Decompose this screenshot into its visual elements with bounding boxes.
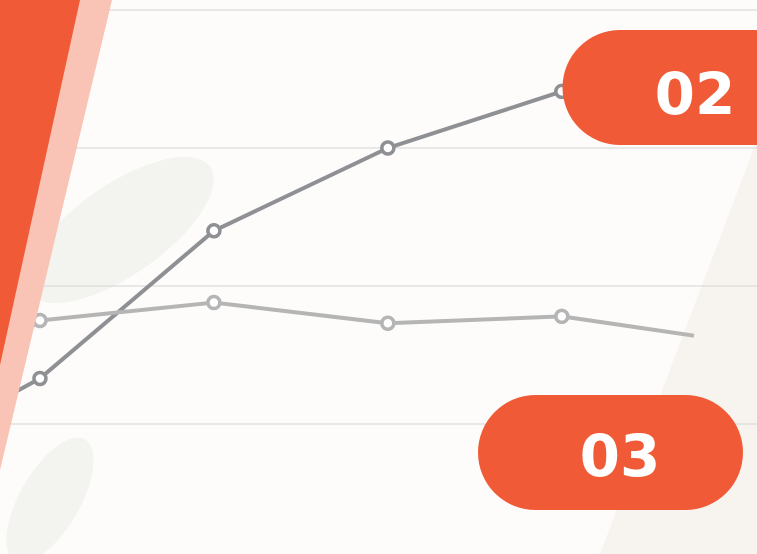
data-point xyxy=(556,310,568,322)
data-point xyxy=(208,297,220,309)
badge: 03 xyxy=(478,395,743,510)
badge-label: 02 xyxy=(655,60,736,128)
data-point xyxy=(382,317,394,329)
chart: 02 03 xyxy=(0,0,757,554)
data-point xyxy=(34,372,46,384)
data-point xyxy=(208,225,220,237)
slide: 02 03 xyxy=(0,0,757,554)
data-point xyxy=(382,142,394,154)
badge-label: 03 xyxy=(580,422,661,490)
badge: 02 xyxy=(563,30,757,145)
